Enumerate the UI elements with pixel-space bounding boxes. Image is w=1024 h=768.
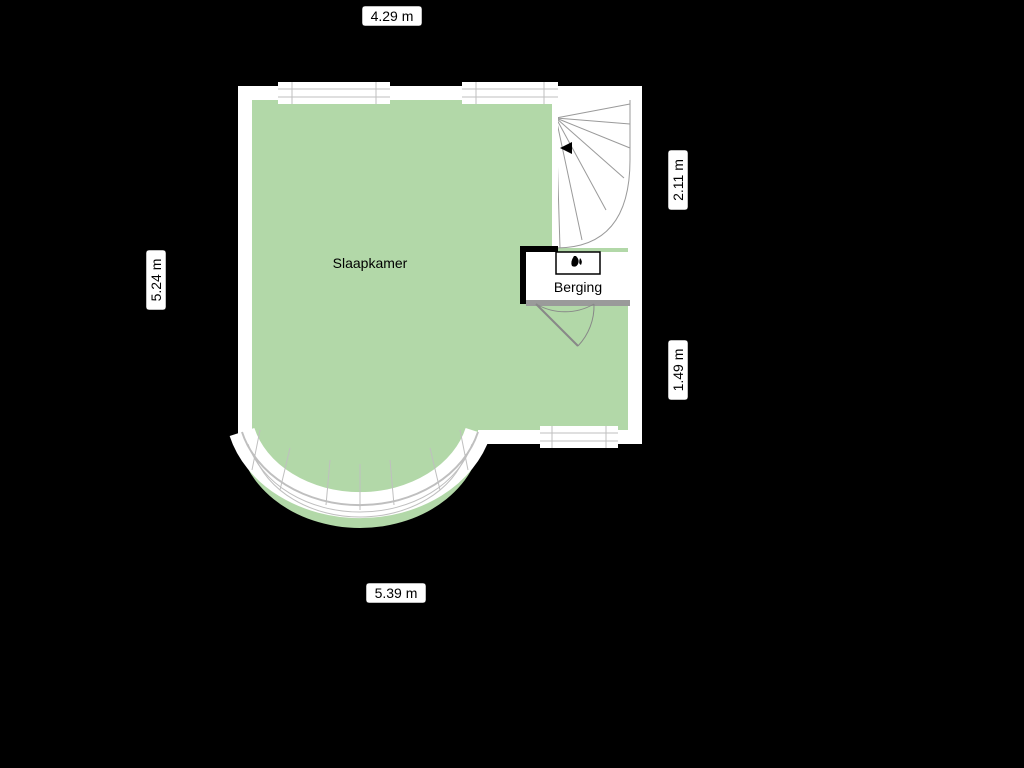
window-top-left xyxy=(278,82,390,104)
dim-right-upper: 2.11 m xyxy=(668,150,688,210)
dim-left: 5.24 m xyxy=(146,250,166,310)
dim-bottom-text: 5.39 m xyxy=(375,585,418,601)
stair-partition-wall xyxy=(552,100,558,250)
window-bottom-right xyxy=(540,426,618,448)
cv-unit xyxy=(556,252,600,274)
dim-left-text: 5.24 m xyxy=(148,259,164,302)
floorplan-canvas: Slaapkamer Berging 4.29 m 5.24 m 2.11 m … xyxy=(0,0,1024,768)
window-top-right xyxy=(462,82,558,104)
dim-bottom: 5.39 m xyxy=(366,583,426,603)
dim-right-lower: 1.49 m xyxy=(668,340,688,400)
dim-right-lower-text: 1.49 m xyxy=(670,349,686,392)
staircase xyxy=(556,100,630,248)
dim-right-upper-text: 2.11 m xyxy=(670,159,686,201)
wall-left xyxy=(238,86,252,444)
dim-top: 4.29 m xyxy=(362,6,422,26)
berging-wall-left xyxy=(520,246,526,304)
dim-top-text: 4.29 m xyxy=(371,8,414,24)
berging-label: Berging xyxy=(554,279,602,295)
slaapkamer-label: Slaapkamer xyxy=(333,255,408,271)
